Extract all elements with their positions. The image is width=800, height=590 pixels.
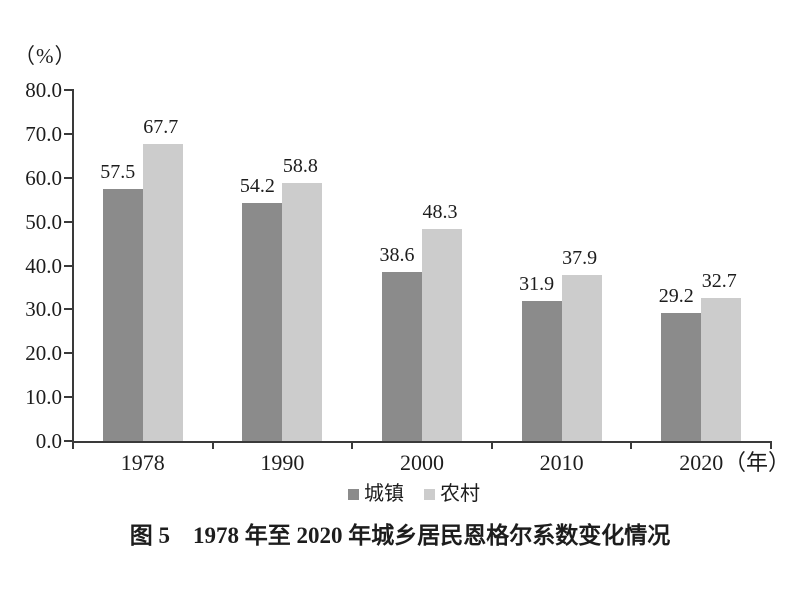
y-tick — [64, 352, 73, 355]
y-tick-label: 50.0 — [25, 209, 62, 234]
x-tick — [490, 441, 493, 449]
y-tick — [64, 220, 73, 223]
y-tick-label: 10.0 — [25, 385, 62, 410]
x-category-label-2020: 2020 — [679, 450, 724, 475]
y-tick — [64, 176, 73, 179]
bar-value-label-rural-2020: 32.7 — [701, 269, 737, 292]
y-tick-label: 60.0 — [25, 165, 62, 190]
y-tick-label: 0.0 — [35, 429, 62, 453]
bar-urban-2000 — [382, 271, 422, 441]
bar-value-label-urban-2000: 38.6 — [379, 243, 415, 266]
x-axis-line — [72, 441, 772, 443]
bar-rural-2020 — [701, 297, 742, 441]
y-tick-label: 30.0 — [25, 297, 62, 322]
bar-urban-2020 — [661, 312, 702, 441]
x-category-label-2010: 2010 — [539, 450, 584, 475]
y-tick-label: 20.0 — [25, 341, 62, 366]
y-axis-unit-label: （%） — [14, 44, 77, 68]
chart-legend: 城镇 农村 — [0, 483, 800, 505]
bar-value-label-urban-2010: 31.9 — [519, 273, 555, 296]
bar-value-label-urban-1990: 54.2 — [239, 175, 275, 198]
legend-item-rural: 农村 — [424, 483, 480, 505]
legend-label-urban: 城镇 — [364, 483, 404, 505]
bar-urban-2010 — [521, 301, 562, 441]
x-category-label-2000: 2000 — [400, 450, 444, 475]
bar-rural-2010 — [561, 274, 602, 441]
legend-label-rural: 农村 — [440, 483, 480, 505]
bar-rural-2000 — [422, 229, 462, 441]
legend-marker-urban — [348, 488, 359, 500]
x-tick — [630, 441, 633, 449]
bar-value-label-rural-2010: 37.9 — [562, 246, 598, 269]
y-tick — [64, 132, 73, 135]
y-tick-label: 40.0 — [25, 253, 62, 278]
bar-value-label-urban-1978: 57.5 — [100, 160, 136, 183]
bar-value-label-rural-1990: 58.8 — [282, 155, 318, 177]
bar-value-label-urban-2020: 29.2 — [658, 284, 694, 307]
legend-marker-rural — [424, 488, 435, 500]
y-tick — [64, 264, 73, 267]
y-tick-label: 70.0 — [25, 121, 62, 146]
x-tick — [351, 441, 354, 449]
legend-item-urban: 城镇 — [348, 483, 404, 505]
bar-rural-1990 — [282, 183, 323, 441]
bar-urban-1990 — [242, 203, 283, 441]
x-category-label-1990: 1990 — [260, 450, 305, 475]
x-tick — [211, 441, 214, 449]
bar-value-label-rural-1978: 67.7 — [143, 115, 179, 138]
figure-caption: 图 5 1978 年至 2020 年城乡居民恩格尔系数变化情况 — [129, 523, 671, 548]
y-axis-line — [72, 89, 74, 443]
chart-legend-items: 城镇 农村 — [348, 483, 480, 505]
bar-urban-1978 — [102, 188, 143, 441]
x-tick — [770, 441, 772, 449]
bar-rural-1978 — [142, 143, 183, 441]
y-tick — [64, 396, 73, 399]
y-tick-label: 80.0 — [25, 78, 62, 102]
y-tick — [64, 89, 73, 91]
y-tick — [64, 308, 73, 311]
bar-value-label-rural-2000: 48.3 — [422, 201, 458, 224]
x-category-label-1978: 1978 — [120, 450, 165, 475]
x-axis-unit-label: （年） — [724, 450, 791, 475]
y-tick — [64, 440, 73, 442]
x-tick — [72, 441, 74, 449]
